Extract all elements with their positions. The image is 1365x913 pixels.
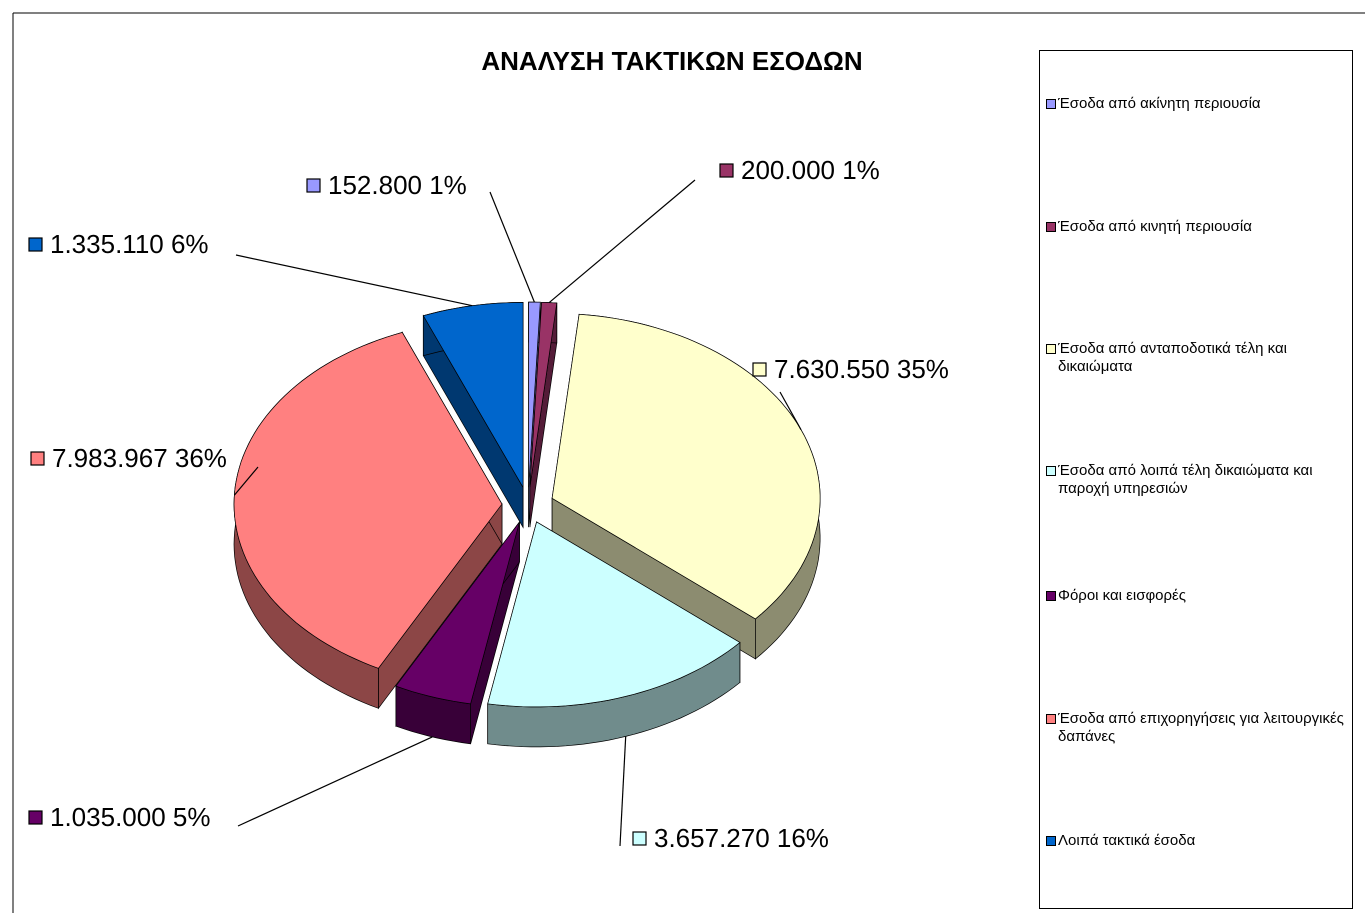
label-key — [28, 810, 43, 825]
data-label: 1.035.000 5% — [50, 802, 210, 832]
legend-item: Λοιπά τακτικά έσοδα — [1044, 832, 1358, 850]
legend-label: Φόροι και εισφορές — [1058, 587, 1186, 604]
slice — [487, 521, 741, 708]
data-label: 3.657.270 16% — [654, 823, 829, 853]
legend-label: Λοιπά τακτικά έσοδα — [1058, 832, 1196, 849]
leader-line — [233, 466, 259, 496]
legend-label: Έσοδα από ανταποδοτικά τέλη και δικαιώμα… — [1058, 340, 1287, 375]
legend-swatch — [1046, 836, 1056, 846]
label-key — [28, 237, 43, 252]
legend-item: Έσοδα από επιχορηγήσεις για λειτουργικές… — [1044, 710, 1358, 746]
legend-item: Έσοδα από ανταποδοτικά τέλη και δικαιώμα… — [1044, 340, 1358, 376]
data-label: 7.630.550 35% — [774, 354, 949, 384]
legend-swatch — [1046, 99, 1056, 109]
data-label: 200.000 1% — [741, 155, 880, 185]
legend-item: Φόροι και εισφορές — [1044, 587, 1358, 605]
legend-label: Έσοδα από λοιπά τέλη δικαιώματα και παρο… — [1058, 462, 1313, 497]
label-key — [752, 362, 767, 377]
leader-line — [619, 736, 627, 847]
data-label: 1.335.110 6% — [50, 229, 209, 259]
legend-swatch — [1046, 466, 1056, 476]
leader-line — [237, 736, 433, 827]
leader-line — [235, 254, 473, 307]
legend-swatch — [1046, 344, 1056, 354]
label-key — [719, 163, 734, 178]
label-key — [30, 451, 45, 466]
legend-item: Έσοδα από κινητή περιουσία — [1044, 218, 1358, 236]
label-key — [632, 831, 647, 846]
slice — [395, 521, 520, 705]
legend-swatch — [1046, 714, 1056, 724]
legend-label: Έσοδα από επιχορηγήσεις για λειτουργικές… — [1058, 710, 1344, 745]
legend-label: Έσοδα από κινητή περιουσία — [1058, 218, 1252, 235]
label-key — [306, 178, 321, 193]
chart-title: ΑΝΑΛΥΣΗ ΤΑΚΤΙΚΩΝ ΕΣΟΔΩΝ — [481, 46, 862, 76]
legend-item: Έσοδα από λοιπά τέλη δικαιώματα και παρο… — [1044, 462, 1358, 498]
legend-swatch — [1046, 591, 1056, 601]
data-label: 152.800 1% — [328, 170, 467, 200]
legend-swatch — [1046, 222, 1056, 232]
legend-item: Έσοδα από ακίνητη περιουσία — [1044, 95, 1358, 113]
leader-line — [489, 191, 535, 303]
legend-label: Έσοδα από ακίνητη περιουσία — [1058, 95, 1261, 112]
legend: Έσοδα από ακίνητη περιουσία Έσοδα από κιν… — [1039, 50, 1353, 909]
data-label: 7.983.967 36% — [52, 443, 227, 473]
leader-line — [548, 179, 696, 304]
leader-line — [779, 391, 802, 430]
